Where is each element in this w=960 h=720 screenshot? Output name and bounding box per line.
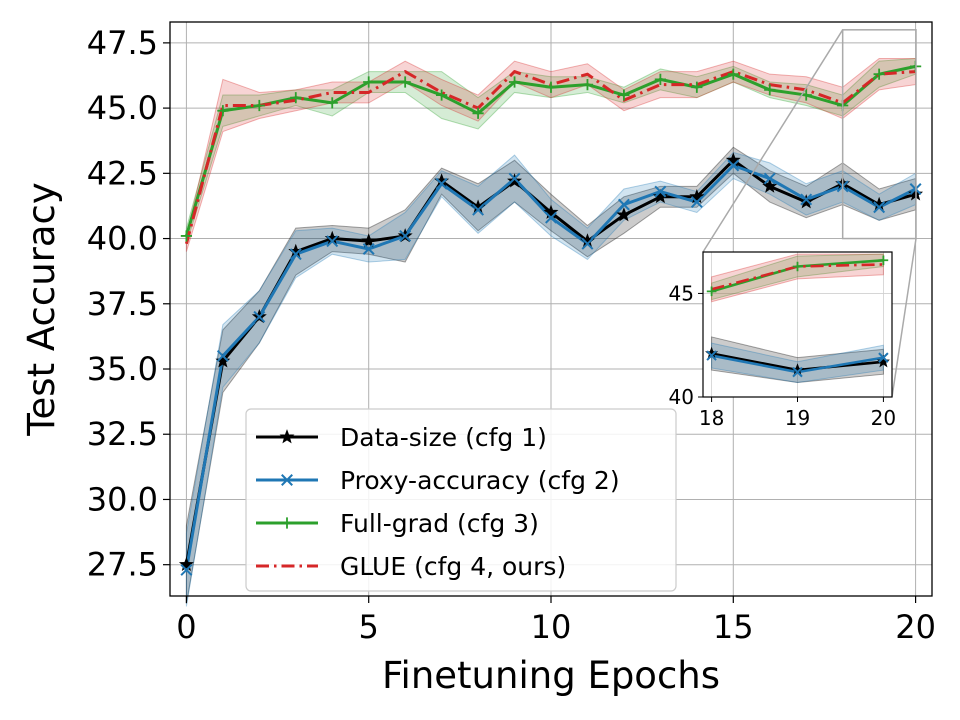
legend-marker-data-size-cfg-1	[279, 429, 295, 444]
legend-box	[245, 408, 677, 592]
y-tick-label-0: 27.5	[87, 546, 158, 584]
x-tick-label-5: 5	[359, 608, 379, 646]
inset-x-tick-label-18: 18	[699, 406, 724, 430]
marker-full-grad-cfg-3-9	[508, 76, 521, 88]
marker-proxy-accuracy-cfg-2-17	[800, 193, 813, 206]
marker-data-size-cfg-1-5	[361, 233, 377, 248]
marker-proxy-accuracy-cfg-2-16	[763, 172, 776, 185]
marker-full-grad-cfg-3-0	[180, 230, 193, 242]
marker-full-grad-cfg-3-14	[691, 81, 703, 93]
inset-marker-full-grad-cfg-3-18	[706, 286, 717, 297]
marker-full-grad-cfg-3-1	[217, 105, 229, 117]
inset-band-proxy-accuracy-cfg-2	[711, 342, 884, 384]
inset-x-tick-label-20: 20	[871, 406, 896, 430]
x-tick-label-10: 10	[531, 608, 572, 646]
zoom-connector-bottom	[891, 238, 917, 398]
legend-marker-proxy-accuracy-cfg-2	[281, 474, 293, 486]
marker-proxy-accuracy-cfg-2-5	[362, 243, 375, 255]
y-axis-label: Test Accuracy	[20, 182, 63, 437]
inset-axis-ticks: 18 19 20 40 45	[669, 281, 897, 430]
marker-full-grad-cfg-3-19	[873, 68, 885, 80]
y-tick-label-6: 42.5	[87, 154, 158, 192]
marker-proxy-accuracy-cfg-2-9	[508, 172, 521, 185]
inset-x-tick-label-19: 19	[785, 406, 810, 430]
y-tick-label-5: 40.0	[87, 220, 158, 258]
inset-marker-full-grad-cfg-3-19	[792, 261, 803, 272]
marker-full-grad-cfg-3-13	[654, 73, 666, 85]
marker-proxy-accuracy-cfg-2-0	[180, 563, 193, 576]
marker-data-size-cfg-1-14	[689, 188, 705, 204]
legend-label-glue-cfg-4-ours: GLUE (cfg 4, ours)	[340, 552, 566, 581]
marker-full-grad-cfg-3-8	[472, 107, 484, 119]
y-tick-label-1: 30.0	[87, 480, 158, 518]
marker-data-size-cfg-1-10	[543, 204, 559, 219]
x-tick-label-20: 20	[895, 608, 936, 646]
x-tick-label-15: 15	[713, 608, 754, 646]
marker-data-size-cfg-1-1	[215, 353, 231, 368]
legend: Data-size (cfg 1) Proxy-accuracy (cfg 2) F…	[245, 408, 677, 592]
legend-label-proxy-accuracy-cfg-2: Proxy-accuracy (cfg 2)	[340, 466, 620, 495]
marker-proxy-accuracy-cfg-2-8	[472, 203, 485, 216]
marker-full-grad-cfg-3-4	[326, 97, 338, 109]
inset-marker-full-grad-cfg-3-20	[878, 255, 889, 266]
inset-series-markers	[705, 255, 890, 378]
marker-proxy-accuracy-cfg-2-14	[690, 196, 703, 208]
x-axis-label: Finetuning Epochs	[382, 654, 720, 697]
marker-data-size-cfg-1-12	[616, 207, 632, 222]
inset-marker-data-size-cfg-1-20	[876, 354, 890, 368]
main-axis-ticks: 0 5 10 15 20 27.5 30.0 32.5 35.0 37.5 40.0 42.5 45.0…	[87, 24, 936, 646]
marker-full-grad-cfg-3-15	[727, 68, 739, 80]
marker-proxy-accuracy-cfg-2-1	[216, 350, 229, 362]
zoom-indicator	[702, 29, 917, 398]
marker-proxy-accuracy-cfg-2-2	[253, 310, 266, 323]
marker-data-size-cfg-1-17	[798, 194, 814, 209]
marker-full-grad-cfg-3-3	[290, 92, 302, 104]
marker-full-grad-cfg-3-5	[363, 76, 375, 88]
inset-band-data-size-cfg-1	[711, 336, 884, 384]
y-tick-label-8: 47.5	[87, 24, 158, 62]
marker-proxy-accuracy-cfg-2-7	[435, 177, 448, 190]
marker-data-size-cfg-1-9	[507, 173, 523, 188]
marker-proxy-accuracy-cfg-2-15	[727, 159, 740, 172]
legend-label-full-grad-cfg-3: Full-grad (cfg 3)	[340, 509, 539, 538]
inset-marker-proxy-accuracy-cfg-2-18	[706, 350, 717, 361]
zoom-region-box	[841, 29, 917, 240]
marker-data-size-cfg-1-16	[762, 178, 778, 193]
main-series-markers	[178, 60, 924, 576]
marker-proxy-accuracy-cfg-2-13	[654, 185, 667, 198]
marker-full-grad-cfg-3-7	[436, 89, 448, 101]
marker-full-grad-cfg-3-2	[253, 99, 265, 112]
legend-label-data-size-cfg-1: Data-size (cfg 1)	[340, 423, 547, 452]
inset-marker-proxy-accuracy-cfg-2-19	[792, 366, 803, 378]
legend-items: Data-size (cfg 1) Proxy-accuracy (cfg 2) F…	[256, 423, 620, 581]
legend-marker-full-grad-cfg-3	[281, 517, 293, 529]
x-tick-label-0: 0	[176, 608, 196, 646]
inset-marker-proxy-accuracy-cfg-2-20	[878, 352, 889, 363]
marker-proxy-accuracy-cfg-2-6	[399, 229, 412, 242]
marker-proxy-accuracy-cfg-2-3	[289, 248, 302, 261]
inset-y-tick-label-40: 40	[669, 385, 694, 409]
inset-y-tick-label-45: 45	[669, 281, 694, 305]
zoom-connector-top	[702, 29, 844, 253]
inset-zoom-chart: 18 19 20 40 45	[669, 251, 897, 430]
marker-proxy-accuracy-cfg-2-12	[617, 198, 630, 211]
marker-proxy-accuracy-cfg-2-11	[581, 237, 594, 250]
marker-data-size-cfg-1-13	[652, 188, 668, 204]
marker-data-size-cfg-1-0	[178, 556, 194, 572]
marker-data-size-cfg-1-15	[725, 152, 741, 167]
y-tick-label-2: 32.5	[87, 415, 158, 453]
marker-full-grad-cfg-3-12	[618, 89, 630, 101]
marker-full-grad-cfg-3-6	[399, 76, 411, 88]
marker-proxy-accuracy-cfg-2-19	[873, 201, 886, 214]
y-tick-label-4: 37.5	[87, 285, 158, 323]
y-tick-label-3: 35.0	[87, 350, 158, 388]
marker-proxy-accuracy-cfg-2-4	[326, 235, 339, 248]
marker-full-grad-cfg-3-16	[764, 84, 776, 96]
y-tick-label-7: 45.0	[87, 89, 158, 127]
marker-full-grad-cfg-3-10	[545, 81, 557, 93]
marker-proxy-accuracy-cfg-2-10	[545, 211, 557, 224]
marker-full-grad-cfg-3-11	[581, 79, 594, 91]
